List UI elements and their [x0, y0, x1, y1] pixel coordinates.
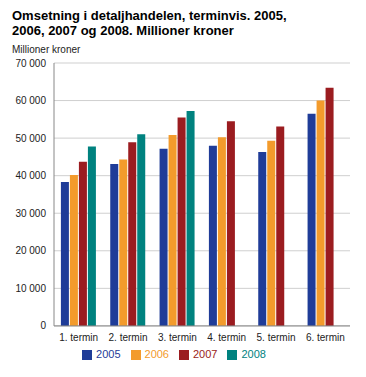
- svg-text:1. termin: 1. termin: [59, 332, 98, 343]
- html-text:2005: 2005: [96, 347, 121, 360]
- svg-text:20 000: 20 000: [15, 245, 46, 256]
- svg-text:4. termin: 4. termin: [207, 332, 246, 343]
- svg-text:40 000: 40 000: [15, 170, 46, 181]
- html-text:2006: 2006: [144, 347, 169, 360]
- svg-text:2. termin: 2. termin: [109, 332, 148, 343]
- svg-text:3. termin: 3. termin: [158, 332, 197, 343]
- svg-text:30 000: 30 000: [15, 208, 46, 219]
- svg-text:70 000: 70 000: [15, 58, 46, 69]
- html-text:2008: 2008: [241, 347, 266, 360]
- html-text:2007: 2007: [193, 347, 218, 360]
- html-text:Millioner kroner: Millioner kroner: [12, 44, 81, 55]
- svg-text:60 000: 60 000: [15, 95, 46, 106]
- svg-text:10 000: 10 000: [15, 283, 46, 294]
- html-text:Omsetning i detaljhandelen, te: Omsetning i detaljhandelen, terminvis. 2…: [12, 8, 287, 38]
- svg-text:6. termin: 6. termin: [306, 332, 345, 343]
- svg-text:0: 0: [40, 320, 46, 331]
- svg-text:5. termin: 5. termin: [257, 332, 296, 343]
- svg-text:50 000: 50 000: [15, 133, 46, 144]
